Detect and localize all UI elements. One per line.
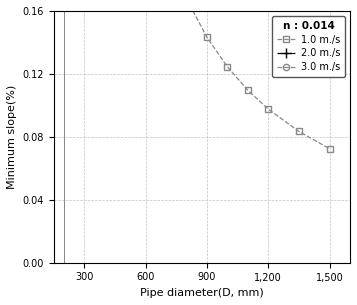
X-axis label: Pipe diameter(D, mm): Pipe diameter(D, mm)	[140, 288, 264, 298]
1.0 m./s	[266, 107, 271, 111]
1.0 m./s	[327, 147, 332, 151]
1.0 m./s	[225, 65, 230, 69]
Y-axis label: Minimum slope(%): Minimum slope(%)	[7, 85, 17, 189]
1.0 m./s	[205, 35, 209, 39]
1.0 m./s	[246, 88, 250, 92]
Line: 1.0 m./s: 1.0 m./s	[61, 0, 333, 152]
1.0 m./s	[297, 130, 301, 133]
Legend: 1.0 m./s, 2.0 m./s, 3.0 m./s: 1.0 m./s, 2.0 m./s, 3.0 m./s	[272, 16, 345, 77]
1.0 m./s	[185, 0, 189, 1]
